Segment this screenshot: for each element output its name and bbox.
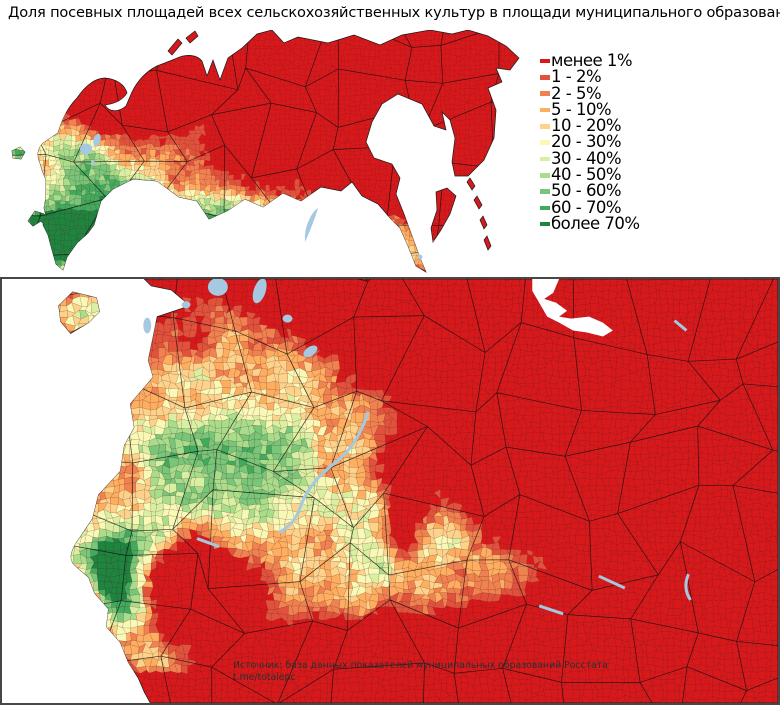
- legend-item: 60 - 70%: [540, 197, 778, 217]
- legend-item: 10 - 20%: [540, 116, 778, 136]
- legend-item: 30 - 40%: [540, 148, 778, 168]
- lake-khanka: [417, 254, 423, 260]
- source-link: t.me/totalepc: [233, 671, 296, 683]
- legend-swatch: [540, 172, 550, 178]
- legend-item: 50 - 60%: [540, 181, 778, 201]
- legend-item: 1 - 2%: [540, 67, 778, 87]
- legend-swatch: [540, 189, 550, 194]
- legend-item: 5 - 10%: [540, 99, 778, 119]
- legend-label: 40 - 50%: [551, 165, 622, 185]
- lake-ladoga: [207, 279, 228, 296]
- legend-item: 2 - 5%: [540, 83, 778, 103]
- page-title: Доля посевных площадей всех сельскохозяй…: [8, 4, 780, 21]
- legend-label: 20 - 30%: [551, 132, 622, 152]
- legend-label: 60 - 70%: [551, 197, 622, 217]
- white-sea: [532, 279, 613, 337]
- legend-swatch: [540, 91, 550, 97]
- legend-item: 20 - 30%: [540, 134, 778, 150]
- legend-swatch: [540, 140, 550, 145]
- legend-swatch: [540, 205, 550, 211]
- legend-item: 40 - 50%: [540, 165, 778, 185]
- lakes: [80, 133, 423, 260]
- source-attribution: Источник: база данных показателей муници…: [233, 660, 608, 684]
- legend-swatch: [540, 156, 550, 162]
- legend-label: 5 - 10%: [551, 99, 612, 119]
- source-text: Источник: база данных показателей муници…: [233, 660, 608, 671]
- russia-overview-map: [11, 30, 520, 273]
- legend-swatch: [540, 58, 550, 64]
- arctic-islands: [167, 30, 199, 56]
- legend-label: 30 - 40%: [551, 148, 622, 168]
- legend-label: 2 - 5%: [551, 83, 602, 103]
- legend-label: 1 - 2%: [551, 67, 602, 87]
- lake-onega: [252, 279, 267, 304]
- sakhalin-island: [430, 187, 457, 243]
- legend-swatch: [540, 124, 550, 129]
- kuril-islands: [466, 177, 492, 251]
- lake-baikal: [304, 208, 318, 242]
- detail-map-frame: Источник: база данных показателей муници…: [0, 277, 780, 705]
- volga-river: [277, 411, 370, 534]
- legend-swatch: [540, 107, 550, 113]
- legend-swatch: [540, 221, 550, 227]
- legend-label: 10 - 20%: [551, 116, 622, 136]
- legend-label: более 70%: [551, 213, 640, 233]
- european-russia-detail-map: [58, 279, 778, 703]
- legend: менее 1% 1 - 2% 2 - 5% 5 - 10% 10 - 20% 20 - …: [540, 51, 778, 233]
- legend-label: 50 - 60%: [551, 181, 622, 201]
- legend-item: менее 1%: [540, 51, 778, 70]
- russia-mainland: [37, 30, 520, 273]
- legend-label: менее 1%: [551, 51, 633, 70]
- lakes: [143, 279, 692, 616]
- rybinsk-reservoir: [303, 345, 318, 358]
- legend-item: более 70%: [540, 213, 778, 233]
- legend-swatch: [540, 75, 550, 80]
